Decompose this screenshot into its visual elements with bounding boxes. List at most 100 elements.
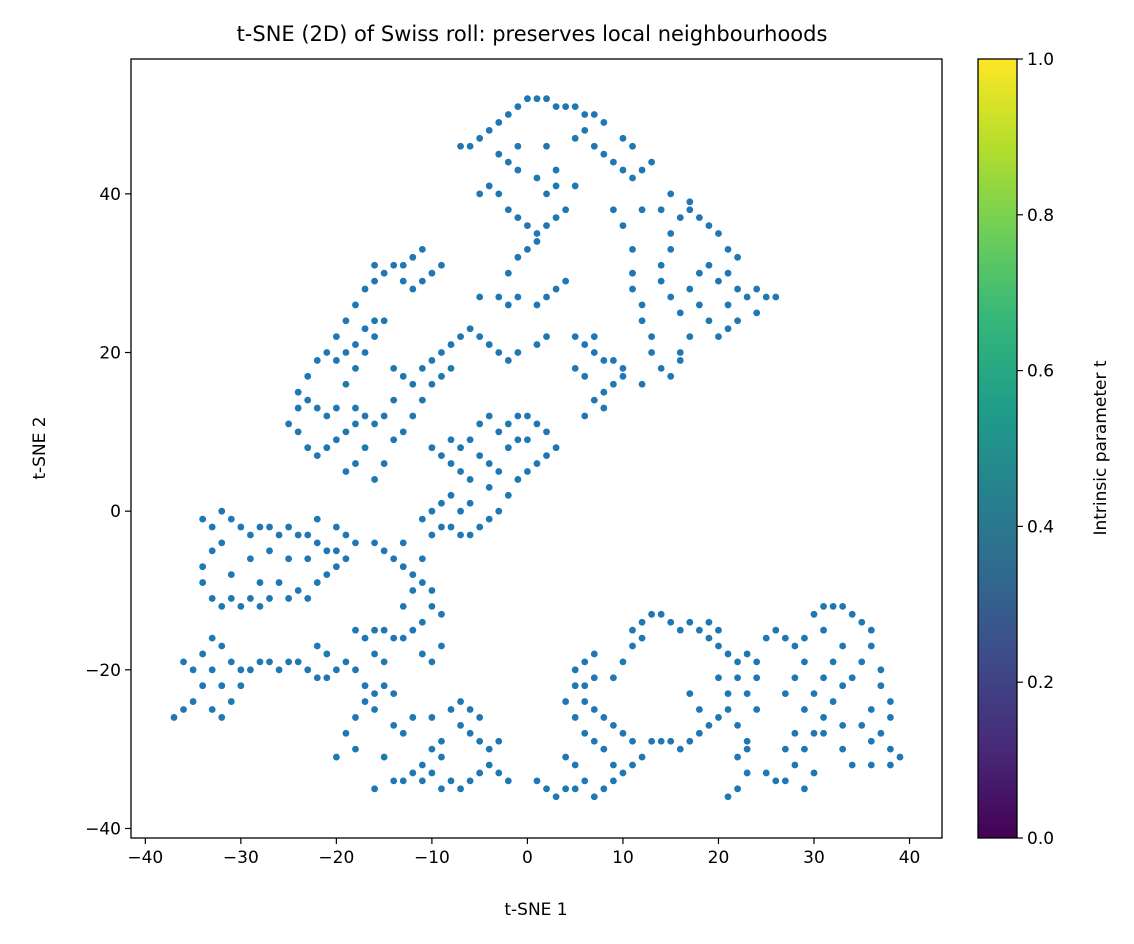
y-tick-label: −20 — [85, 661, 121, 681]
data-point — [380, 317, 388, 325]
data-point — [629, 269, 636, 277]
data-point — [208, 666, 216, 674]
data-point — [638, 166, 646, 174]
data-point — [562, 206, 570, 214]
data-point — [218, 539, 226, 547]
data-point — [676, 626, 684, 634]
data-point — [428, 357, 436, 364]
data-point — [208, 634, 216, 642]
data-point — [753, 674, 761, 682]
data-point — [304, 531, 312, 539]
data-point — [285, 420, 293, 428]
data-point — [648, 333, 656, 341]
data-point — [409, 714, 417, 721]
data-point — [466, 531, 474, 539]
data-point — [629, 761, 636, 769]
data-point — [543, 190, 550, 198]
data-point — [533, 95, 541, 103]
data-point — [208, 706, 216, 713]
data-point — [734, 658, 741, 666]
data-point — [390, 364, 398, 372]
data-point — [409, 626, 417, 634]
data-point — [428, 444, 436, 452]
data-point — [686, 198, 694, 206]
data-point — [447, 523, 455, 531]
data-point — [581, 658, 589, 666]
data-point — [399, 777, 407, 785]
data-point — [734, 253, 741, 261]
data-point — [361, 285, 369, 293]
data-point — [514, 142, 522, 150]
data-point — [304, 396, 312, 404]
data-point — [476, 293, 484, 301]
data-point — [801, 634, 808, 642]
data-point — [285, 658, 293, 666]
data-point — [418, 515, 426, 523]
data-point — [323, 412, 331, 420]
data-point — [371, 539, 378, 547]
data-point — [801, 785, 808, 793]
data-point — [266, 523, 273, 531]
x-axis-label: t-SNE 1 — [504, 900, 567, 920]
data-point — [294, 658, 302, 666]
data-point — [466, 436, 474, 444]
data-point — [285, 555, 293, 563]
data-point — [304, 595, 312, 602]
data-point — [753, 658, 761, 666]
data-point — [428, 602, 436, 610]
data-point — [638, 206, 646, 214]
data-point — [332, 666, 340, 674]
data-point — [743, 737, 751, 745]
data-point — [418, 396, 426, 404]
data-point — [247, 595, 254, 602]
data-point — [504, 111, 512, 118]
colorbar-tick-label: 0.6 — [1027, 362, 1054, 382]
data-point — [485, 761, 493, 769]
data-point — [504, 491, 512, 499]
data-point — [648, 737, 656, 745]
data-point — [801, 745, 808, 753]
data-point — [743, 769, 751, 777]
data-point — [218, 682, 226, 690]
data-point — [438, 523, 445, 531]
data-point — [514, 103, 522, 110]
data-point — [791, 674, 799, 682]
data-point — [667, 245, 675, 253]
data-point — [571, 364, 579, 372]
data-point — [352, 460, 359, 467]
data-point — [352, 301, 359, 309]
data-point — [801, 658, 808, 666]
data-point — [361, 634, 369, 642]
data-point — [533, 230, 541, 237]
data-point — [820, 729, 827, 737]
data-point — [686, 618, 694, 626]
data-point — [466, 476, 474, 483]
data-point — [638, 618, 646, 626]
data-point — [304, 666, 312, 674]
data-point — [399, 372, 407, 380]
y-tick-label: −40 — [85, 819, 121, 839]
data-point — [476, 769, 484, 777]
x-tick-label: −40 — [127, 848, 163, 868]
data-point — [743, 745, 751, 753]
data-point — [495, 150, 503, 158]
data-point — [361, 325, 369, 333]
data-point — [447, 777, 455, 785]
data-point — [753, 706, 761, 713]
data-point — [409, 587, 417, 594]
data-point — [466, 706, 474, 713]
data-point — [371, 476, 378, 483]
data-point — [524, 245, 531, 253]
data-point — [352, 666, 359, 674]
data-point — [418, 777, 426, 785]
data-point — [371, 420, 378, 428]
data-point — [476, 714, 484, 721]
data-point — [552, 166, 560, 174]
data-point — [438, 372, 445, 380]
data-point — [237, 602, 245, 610]
data-point — [581, 111, 589, 118]
y-tick-label: 40 — [99, 185, 121, 205]
data-point — [352, 364, 359, 372]
data-point — [227, 658, 235, 666]
